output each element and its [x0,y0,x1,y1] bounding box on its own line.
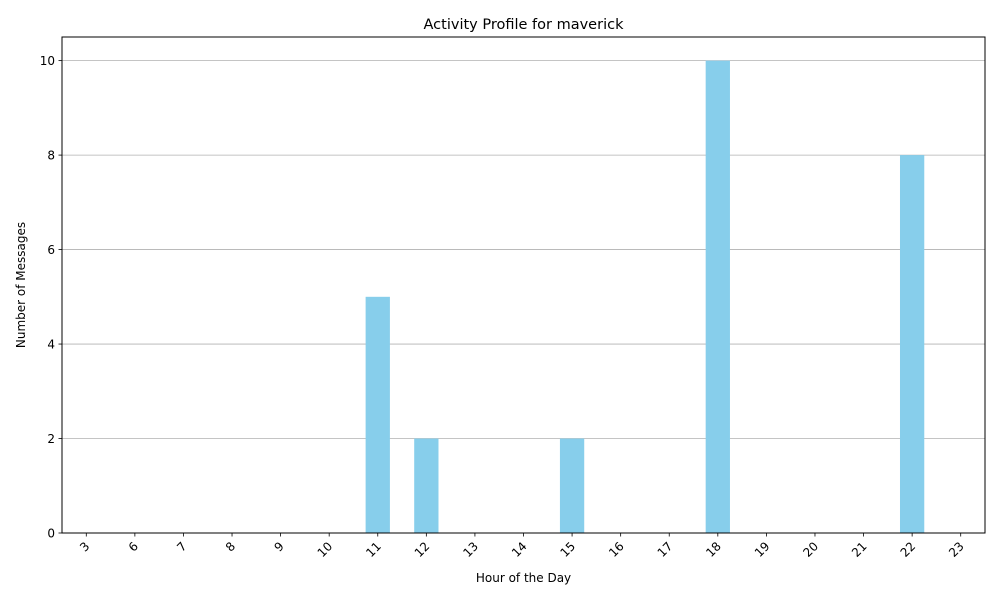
x-tick-label: 9 [271,539,286,554]
y-tick-label: 10 [40,54,55,68]
y-gridlines [62,60,985,534]
chart-title: Activity Profile for maverick [424,17,625,33]
y-tick-label: 2 [47,432,55,446]
x-tick-label: 3 [77,539,92,554]
x-tick-label: 11 [363,539,384,560]
x-tick-label: 6 [126,539,141,554]
x-tick-label: 21 [849,539,870,560]
bars [365,60,925,533]
x-tick-label: 14 [509,539,530,560]
x-axis-title: Hour of the Day [476,571,571,585]
x-tick-label: 19 [752,539,773,560]
x-tick-label: 20 [800,539,821,560]
x-tick-label: 13 [460,539,481,560]
bar-hour-22 [899,155,925,533]
x-tick-label: 10 [315,539,336,560]
x-tick-label: 7 [174,539,189,554]
y-tick-label: 6 [47,243,55,257]
y-tick-label: 0 [47,526,55,540]
x-tick-label: 17 [655,539,676,560]
y-tick-label: 8 [47,148,55,162]
x-tick-label: 18 [703,539,724,560]
x-axis-ticks: 3 6 7 8 9 10 11 12 13 14 15 16 17 18 19 20 21 22 23 [77,533,967,560]
x-tick-label: 23 [946,539,967,560]
bar-hour-12 [414,438,439,533]
x-tick-label: 22 [898,539,919,560]
bar-hour-15 [559,438,585,533]
y-tick-label: 4 [47,337,55,351]
bar-hour-11 [365,296,390,533]
x-tick-label: 8 [223,539,238,554]
x-tick-label: 15 [557,539,578,560]
y-axis-title: Number of Messages [14,222,28,348]
bar-hour-18 [705,60,730,533]
x-tick-label: 12 [412,539,433,560]
x-tick-label: 16 [606,539,627,560]
y-axis-ticks: 0 2 4 6 8 10 [40,54,62,540]
plot-frame [61,36,986,534]
